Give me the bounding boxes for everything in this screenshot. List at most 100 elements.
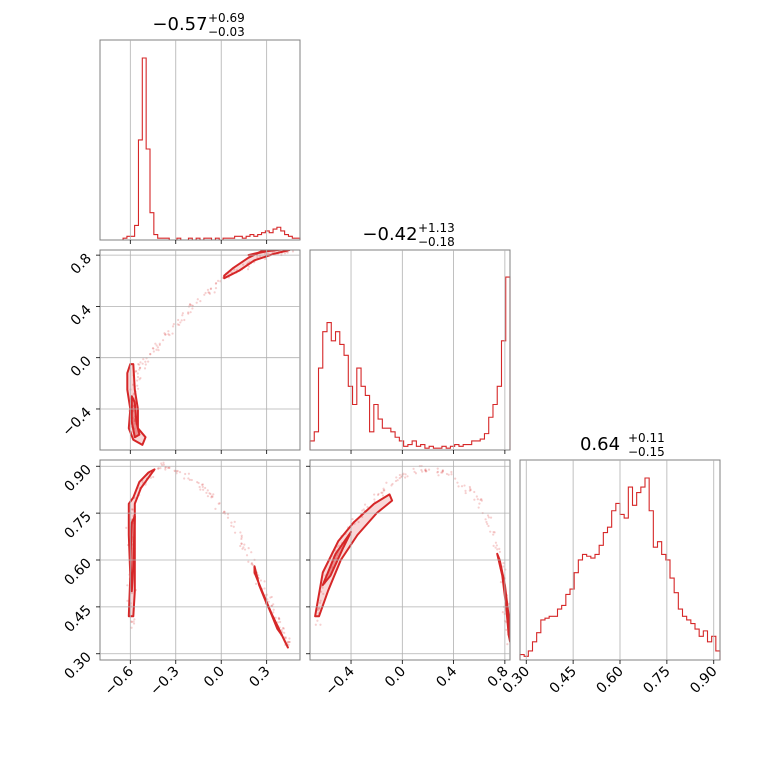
sample-point bbox=[264, 257, 267, 261]
sample-point bbox=[279, 247, 281, 249]
sample-point bbox=[494, 546, 497, 549]
sample-point bbox=[151, 346, 155, 350]
sample-point bbox=[164, 333, 167, 336]
sample-point bbox=[376, 493, 380, 497]
sample-point bbox=[214, 282, 217, 285]
sample-point bbox=[242, 546, 245, 549]
sample-point bbox=[247, 265, 251, 268]
sample-point bbox=[366, 505, 369, 509]
sample-point bbox=[404, 476, 407, 479]
param-title-plus: +0.69 bbox=[208, 11, 245, 25]
sample-point bbox=[138, 363, 141, 366]
sample-point bbox=[132, 393, 135, 396]
sample-point bbox=[209, 492, 212, 496]
sample-point bbox=[233, 520, 236, 523]
sample-point bbox=[263, 252, 266, 255]
sample-point bbox=[177, 318, 180, 322]
sample-point bbox=[159, 467, 162, 470]
sample-point bbox=[226, 513, 230, 516]
sample-point bbox=[207, 291, 210, 294]
sample-point bbox=[287, 640, 291, 644]
sample-point bbox=[277, 617, 281, 620]
sample-point bbox=[197, 481, 200, 485]
sample-point bbox=[380, 491, 383, 494]
panel-frame bbox=[99, 249, 301, 451]
panel-frame bbox=[309, 249, 511, 451]
sample-point bbox=[464, 491, 467, 495]
sample-point bbox=[259, 579, 263, 582]
sample-point bbox=[155, 344, 158, 347]
sample-point bbox=[272, 611, 275, 614]
sample-point bbox=[492, 533, 495, 536]
sample-point bbox=[317, 608, 320, 611]
sample-point bbox=[267, 600, 270, 603]
sample-point bbox=[139, 361, 142, 364]
sample-point bbox=[473, 498, 476, 501]
sample-point bbox=[319, 590, 323, 593]
param-title-median: −0.42 bbox=[362, 224, 417, 245]
sample-point bbox=[137, 387, 140, 390]
sample-point bbox=[337, 544, 341, 547]
sample-point bbox=[204, 486, 207, 490]
sample-point bbox=[196, 298, 199, 301]
sample-point bbox=[292, 247, 294, 249]
sample-point bbox=[283, 252, 287, 255]
sample-point bbox=[505, 628, 508, 632]
sample-point bbox=[414, 472, 418, 475]
param-title-minus: −0.15 bbox=[628, 445, 665, 459]
sample-point bbox=[125, 526, 128, 529]
sample-point bbox=[139, 376, 142, 380]
sample-point bbox=[240, 534, 243, 537]
sample-point bbox=[232, 525, 235, 528]
sample-point bbox=[396, 479, 399, 482]
sample-point bbox=[179, 321, 182, 324]
sample-point bbox=[263, 580, 266, 583]
sample-point bbox=[188, 478, 191, 482]
sample-point bbox=[280, 628, 283, 632]
sample-point bbox=[214, 507, 217, 510]
sample-point bbox=[241, 263, 245, 266]
sample-point bbox=[189, 311, 192, 314]
sample-point bbox=[487, 516, 490, 519]
sample-point bbox=[131, 508, 135, 511]
sample-point bbox=[281, 626, 285, 630]
sample-point bbox=[464, 489, 467, 492]
density-contour bbox=[130, 395, 141, 439]
sample-point bbox=[205, 491, 208, 494]
y-tick-label: 0.75 bbox=[61, 509, 94, 542]
panel-frame bbox=[99, 39, 301, 241]
sample-point bbox=[270, 595, 273, 599]
sample-point bbox=[181, 312, 184, 315]
sample-point bbox=[487, 524, 490, 528]
sample-point bbox=[402, 472, 405, 475]
density-contour bbox=[268, 609, 283, 636]
sample-point bbox=[149, 353, 152, 356]
sample-point bbox=[286, 640, 289, 643]
sample-point bbox=[394, 479, 398, 483]
sample-point bbox=[206, 489, 209, 492]
sample-point bbox=[314, 623, 317, 626]
y-tick-label: 0.90 bbox=[61, 462, 94, 495]
param-title-minus: −0.18 bbox=[418, 235, 455, 249]
sample-point bbox=[395, 476, 398, 479]
sample-point bbox=[154, 342, 157, 345]
sample-point bbox=[502, 561, 505, 565]
sample-point bbox=[498, 550, 501, 553]
sample-point bbox=[316, 619, 319, 622]
sample-point bbox=[357, 520, 360, 524]
y-tick-label: 0.60 bbox=[61, 556, 94, 589]
sample-point bbox=[188, 302, 192, 306]
sample-point bbox=[130, 620, 133, 623]
sample-point bbox=[189, 303, 192, 307]
sample-point bbox=[158, 343, 161, 347]
sample-point bbox=[132, 620, 135, 623]
sample-point bbox=[240, 536, 243, 539]
sample-point bbox=[318, 607, 321, 610]
sample-point bbox=[480, 498, 483, 501]
sample-point bbox=[164, 468, 167, 471]
sample-point bbox=[204, 291, 207, 295]
sample-point bbox=[284, 636, 287, 639]
sample-point bbox=[496, 548, 499, 551]
y-tick-label: 0.4 bbox=[68, 302, 95, 329]
sample-point bbox=[147, 360, 150, 363]
